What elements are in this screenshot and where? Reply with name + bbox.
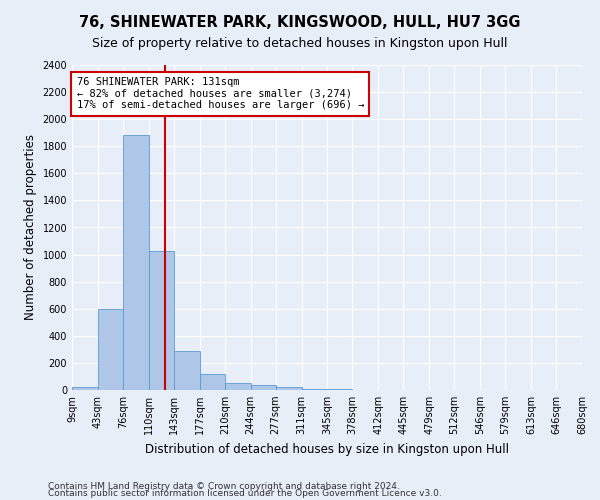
Bar [251, 386, 275, 390]
Bar [275, 388, 302, 390]
Bar [225, 383, 251, 390]
Bar [174, 350, 200, 390]
X-axis label: Distribution of detached houses by size in Kingston upon Hull: Distribution of detached houses by size … [145, 442, 509, 456]
Text: 76 SHINEWATER PARK: 131sqm
← 82% of detached houses are smaller (3,274)
17% of s: 76 SHINEWATER PARK: 131sqm ← 82% of deta… [77, 77, 364, 110]
Bar [149, 250, 174, 390]
Bar [200, 374, 225, 390]
Bar [123, 136, 149, 390]
Text: 76, SHINEWATER PARK, KINGSWOOD, HULL, HU7 3GG: 76, SHINEWATER PARK, KINGSWOOD, HULL, HU… [79, 15, 521, 30]
Bar [98, 308, 123, 390]
Text: Contains public sector information licensed under the Open Government Licence v3: Contains public sector information licen… [48, 490, 442, 498]
Bar [72, 388, 98, 390]
Y-axis label: Number of detached properties: Number of detached properties [24, 134, 37, 320]
Text: Size of property relative to detached houses in Kingston upon Hull: Size of property relative to detached ho… [92, 38, 508, 51]
Text: Contains HM Land Registry data © Crown copyright and database right 2024.: Contains HM Land Registry data © Crown c… [48, 482, 400, 491]
